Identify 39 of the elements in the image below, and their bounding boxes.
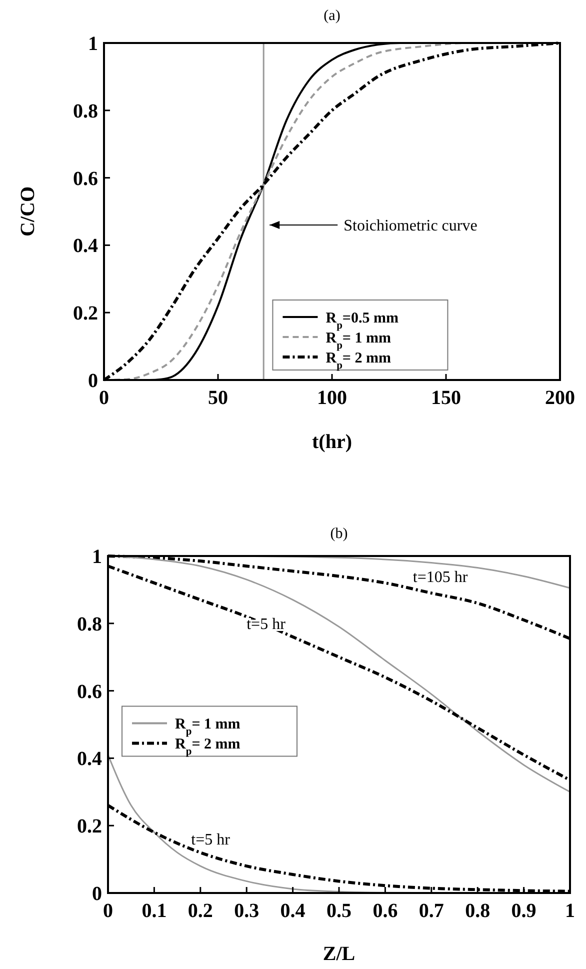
x-tick-label: 0.9: [511, 900, 536, 922]
x-axis-title: t(hr): [312, 431, 352, 453]
x-tick-label: 0.4: [280, 900, 306, 922]
y-tick-label: 1: [88, 33, 98, 55]
legend-label: R$_{p}$= 2 mm: [326, 350, 392, 371]
legend-label: R$_{p}$= 1 mm: [326, 330, 392, 351]
annotation: t=105 hr: [412, 568, 468, 586]
chart-title: (a): [324, 8, 340, 24]
x-tick-label: 0.1: [142, 900, 167, 922]
x-tick-label: 1: [565, 900, 575, 922]
x-tick-label: 200: [545, 387, 575, 409]
y-tick-label: 0: [88, 370, 98, 392]
x-tick-label: 100: [317, 387, 347, 409]
chart-title: (b): [330, 526, 348, 542]
y-tick-label: 0.4: [73, 235, 98, 258]
x-axis-title: Z/L: [322, 943, 356, 965]
annotation: t=5 hr: [191, 832, 231, 849]
x-tick-label: 150: [431, 387, 461, 409]
x-tick-label: 0.6: [372, 900, 398, 922]
annotation: Stoichiometric curve: [344, 218, 478, 235]
x-tick-label: 50: [208, 387, 228, 409]
x-tick-label: 0.3: [234, 900, 260, 922]
legend-label: R$_{p}$= 2 mm: [175, 736, 241, 757]
legend-label: R$_{p}$= 1 mm: [175, 716, 241, 737]
x-tick-label: 0.7: [418, 900, 444, 922]
y-tick-label: 0.2: [77, 816, 102, 838]
y-tick-label: 0.8: [77, 613, 102, 636]
x-tick-label: 0.8: [465, 900, 490, 922]
x-tick-label: 0.2: [188, 900, 213, 922]
y-tick-label: 0: [92, 883, 102, 905]
y-axis-title: C/CO: [17, 186, 39, 236]
y-tick-label: 0.2: [73, 302, 98, 325]
y-tick-label: 0.4: [77, 748, 102, 770]
y-tick-label: 0.6: [73, 168, 98, 190]
y-tick-label: 0.8: [73, 100, 98, 122]
legend-label: R$_{p}$=0.5 mm: [326, 310, 399, 331]
y-tick-label: 1: [92, 546, 102, 568]
x-tick-label: 0.5: [326, 900, 352, 922]
y-tick-label: 0.6: [77, 680, 102, 703]
